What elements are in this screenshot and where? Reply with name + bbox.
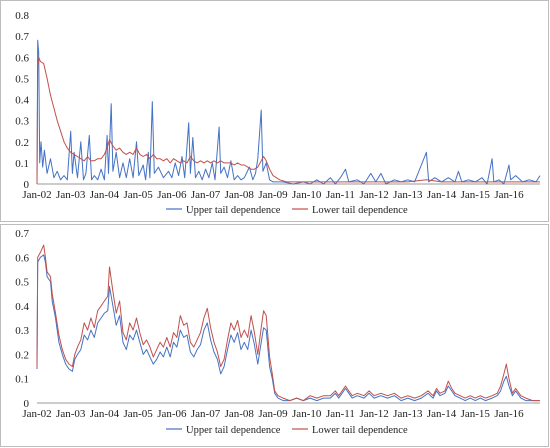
series-line-upper-tail	[36, 39, 541, 185]
legend-label: Upper tail dependence	[186, 205, 281, 216]
y-tick-label: 0.2	[15, 137, 29, 149]
y-tick-label: 0.2	[15, 349, 29, 361]
x-tick-label: Jan-12	[359, 189, 388, 201]
x-tick-label: Jan-03	[56, 189, 86, 201]
legend-label: Lower tail dependence	[312, 205, 408, 216]
x-tick-label: Jan-04	[90, 408, 120, 420]
x-tick-label: Jan-10	[292, 189, 322, 201]
series-line-lower-tail	[36, 244, 540, 402]
x-tick-label: Jan-15	[461, 189, 491, 201]
y-tick-label: 0.8	[15, 10, 29, 22]
x-tick-label: Jan-05	[123, 189, 153, 201]
x-tick-label: Jan-14	[427, 408, 457, 420]
x-tick-label: Jan-02	[22, 408, 51, 420]
x-tick-label: Jan-07	[191, 189, 221, 201]
top-chart-panel: 0 0.1 0.2 0.3 0.4 0.5 0.6 0.7 0.8 Jan-02 Jan-03 Jan…	[0, 0, 549, 222]
x-tick-label: Jan-06	[157, 189, 187, 201]
y-tick-label: 0.4	[15, 301, 29, 313]
x-tick-label: Jan-13	[393, 189, 423, 201]
legend: Upper tail dependence Lower tail dependen…	[166, 425, 408, 436]
y-tick-label: 0	[24, 179, 30, 191]
x-tick-label: Jan-06	[157, 408, 187, 420]
x-tick-label: Jan-11	[326, 189, 355, 201]
x-tick-label: Jan-09	[258, 189, 288, 201]
x-tick-label: Jan-02	[22, 189, 51, 201]
x-tick-label: Jan-16	[494, 408, 524, 420]
x-tick-label: Jan-05	[123, 408, 153, 420]
x-tick-label: Jan-11	[326, 408, 355, 420]
bottom-chart-panel: 0 0.1 0.2 0.3 0.4 0.5 0.6 0.7 Jan-02 Jan-03 Jan-04…	[0, 224, 549, 447]
y-tick-label: 0.5	[15, 73, 29, 85]
y-tick-label: 0.3	[15, 325, 29, 337]
y-tick-label: 0.7	[15, 31, 29, 43]
y-tick-label: 0.1	[15, 158, 29, 170]
x-tick-label: Jan-08	[225, 408, 255, 420]
y-tick-label: 0.6	[15, 252, 29, 264]
x-tick-label: Jan-10	[292, 408, 322, 420]
x-tick-label: Jan-14	[427, 189, 457, 201]
x-tick-label: Jan-07	[191, 408, 221, 420]
x-tick-label: Jan-09	[258, 408, 288, 420]
x-tick-label: Jan-03	[56, 408, 86, 420]
legend-label: Lower tail dependence	[312, 425, 408, 436]
bottom-chart: 0 0.1 0.2 0.3 0.4 0.5 0.6 0.7 Jan-02 Jan-03 Jan-04…	[15, 228, 540, 436]
x-tick-label: Jan-13	[393, 408, 423, 420]
y-tick-label: 0.6	[15, 52, 29, 64]
y-tick-label: 0.1	[15, 374, 29, 386]
y-tick-label: 0	[24, 398, 30, 410]
y-tick-label: 0.4	[15, 95, 29, 107]
y-tick-label: 0.7	[15, 228, 29, 240]
x-tick-label: Jan-15	[461, 408, 491, 420]
x-tick-label: Jan-08	[225, 189, 255, 201]
series-line-lower-tail	[36, 56, 540, 185]
x-tick-label: Jan-12	[359, 408, 388, 420]
legend-label: Upper tail dependence	[186, 425, 281, 436]
series-line-upper-tail	[36, 254, 540, 402]
top-chart: 0 0.1 0.2 0.3 0.4 0.5 0.6 0.7 0.8 Jan-02 Jan-03 Jan…	[15, 10, 541, 216]
y-tick-label: 0.5	[15, 277, 29, 289]
legend: Upper tail dependence Lower tail dependen…	[166, 205, 408, 216]
x-tick-label: Jan-16	[494, 189, 524, 201]
y-tick-label: 0.3	[15, 116, 29, 128]
x-tick-label: Jan-04	[90, 189, 120, 201]
